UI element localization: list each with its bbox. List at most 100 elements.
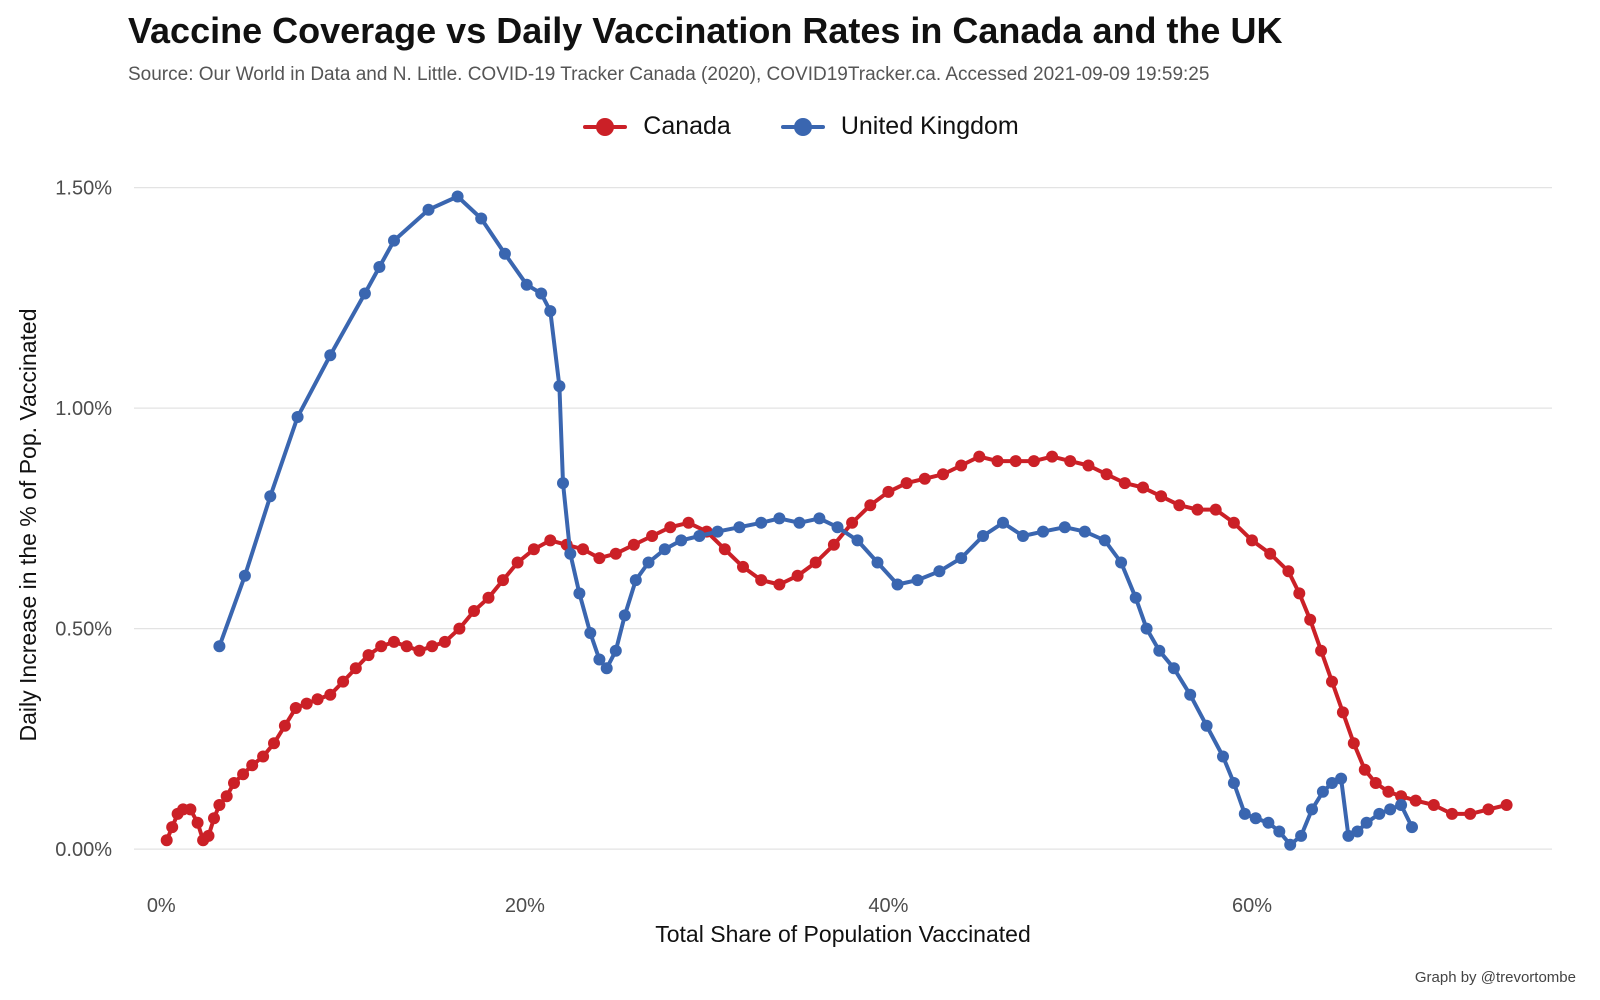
data-point-united-kingdom (544, 305, 557, 318)
data-point-canada (1027, 455, 1040, 468)
data-point-united-kingdom (1129, 591, 1142, 604)
x-tick-label: 0% (147, 895, 176, 917)
data-point-canada (1427, 799, 1440, 811)
data-point-united-kingdom (1326, 777, 1338, 789)
data-point-united-kingdom (675, 534, 688, 547)
grid-lines (134, 187, 1552, 850)
data-point-united-kingdom (1217, 750, 1229, 763)
data-point-canada (1315, 644, 1328, 657)
data-point-united-kingdom (693, 530, 706, 542)
data-point-united-kingdom (564, 547, 577, 560)
data-point-united-kingdom (642, 556, 655, 569)
data-point-canada (609, 547, 622, 560)
data-point-united-kingdom (1200, 719, 1213, 732)
data-point-united-kingdom (1342, 829, 1355, 842)
data-point-canada (1395, 790, 1408, 803)
data-point-canada (527, 543, 540, 556)
data-point-united-kingdom (1153, 644, 1166, 657)
data-point-united-kingdom (1249, 812, 1262, 825)
data-point-canada (362, 649, 375, 662)
data-point-canada (1369, 777, 1382, 789)
y-tick-label: 1.00% (55, 398, 112, 420)
data-point-canada (324, 688, 337, 701)
x-axis-ticks: 0% 20% 40% 60% (147, 895, 1272, 917)
data-point-canada (827, 538, 840, 551)
legend-key-canada (581, 117, 629, 137)
data-point-united-kingdom (1238, 807, 1251, 820)
data-point-canada (1446, 807, 1458, 820)
data-point-canada (184, 803, 197, 816)
data-point-united-kingdom (871, 556, 884, 569)
data-point-united-kingdom (773, 512, 786, 525)
data-point-canada (1009, 455, 1022, 468)
legend-item-canada[interactable]: Canada (581, 112, 731, 141)
data-point-canada (208, 812, 220, 825)
data-point-united-kingdom (1360, 816, 1373, 829)
data-point-canada (1304, 613, 1317, 626)
data-point-canada (1137, 481, 1149, 494)
data-point-canada (955, 459, 968, 472)
data-point-united-kingdom (658, 543, 671, 556)
data-point-canada (718, 543, 731, 556)
data-point-united-kingdom (618, 609, 631, 622)
data-point-united-kingdom (1058, 521, 1071, 534)
data-point-canada (1264, 547, 1277, 560)
data-point-canada (1100, 468, 1113, 481)
data-point-united-kingdom (422, 203, 435, 216)
data-point-canada (773, 578, 786, 591)
data-point-canada (937, 468, 949, 481)
data-point-canada (511, 556, 524, 569)
data-point-canada (1293, 587, 1306, 600)
data-point-canada (864, 499, 877, 512)
data-point-canada (1191, 503, 1204, 516)
data-point-united-kingdom (1295, 829, 1308, 842)
data-point-united-kingdom (1115, 556, 1128, 569)
data-point-canada (1282, 565, 1295, 578)
data-point-united-kingdom (813, 512, 826, 525)
data-point-canada (1082, 459, 1095, 472)
x-axis-title: Total Share of Population Vaccinated (655, 921, 1031, 947)
data-point-canada (1209, 503, 1222, 516)
data-point-united-kingdom (1017, 530, 1029, 542)
x-tick-label: 20% (505, 895, 545, 917)
data-point-united-kingdom (451, 190, 464, 203)
y-axis-ticks: 0.00% 0.50% 1.00% 1.50% (55, 178, 112, 861)
data-point-united-kingdom (1335, 772, 1348, 785)
data-point-united-kingdom (498, 247, 511, 260)
data-point-canada (237, 768, 250, 781)
data-point-canada (544, 534, 557, 547)
data-point-united-kingdom (553, 380, 566, 393)
legend-item-united-kingdom[interactable]: United Kingdom (779, 112, 1019, 141)
data-point-united-kingdom (711, 525, 724, 538)
data-point-united-kingdom (520, 278, 533, 291)
data-point-canada (1358, 763, 1371, 776)
data-point-canada (246, 759, 259, 772)
data-point-united-kingdom (584, 627, 597, 639)
data-point-united-kingdom (1078, 525, 1091, 538)
data-point-united-kingdom (755, 516, 768, 529)
data-point-canada (755, 574, 768, 587)
legend: Canada United Kingdom (0, 112, 1600, 141)
legend-label-united-kingdom: United Kingdom (840, 112, 1019, 140)
data-point-united-kingdom (213, 640, 226, 653)
series-line-canada (164, 454, 1509, 843)
data-point-united-kingdom (831, 521, 844, 534)
data-point-canada (791, 569, 804, 582)
data-point-canada (228, 777, 240, 789)
series-canada (160, 450, 1513, 847)
data-point-united-kingdom (1262, 816, 1275, 829)
data-point-canada (646, 530, 659, 542)
data-point-canada (900, 477, 913, 490)
data-point-united-kingdom (593, 653, 606, 666)
data-point-canada (1227, 516, 1240, 529)
data-point-united-kingdom (291, 411, 304, 423)
data-point-canada (289, 702, 302, 714)
data-point-canada (846, 516, 859, 529)
y-axis-title: Daily Increase in the % of Pop. Vaccinat… (15, 309, 41, 742)
data-point-united-kingdom (977, 530, 989, 542)
data-point-canada (737, 560, 749, 573)
chart-caption: Graph by @trevortombe (1414, 969, 1576, 986)
data-point-canada (1500, 799, 1513, 811)
data-point-united-kingdom (535, 287, 548, 300)
data-point-canada (482, 591, 495, 604)
